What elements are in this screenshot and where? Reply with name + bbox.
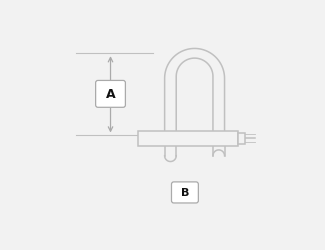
Bar (137, 132, 238, 146)
FancyBboxPatch shape (96, 81, 125, 108)
Text: A: A (106, 88, 115, 101)
Text: B: B (181, 188, 189, 198)
Bar (238, 133, 245, 144)
FancyBboxPatch shape (172, 182, 198, 203)
